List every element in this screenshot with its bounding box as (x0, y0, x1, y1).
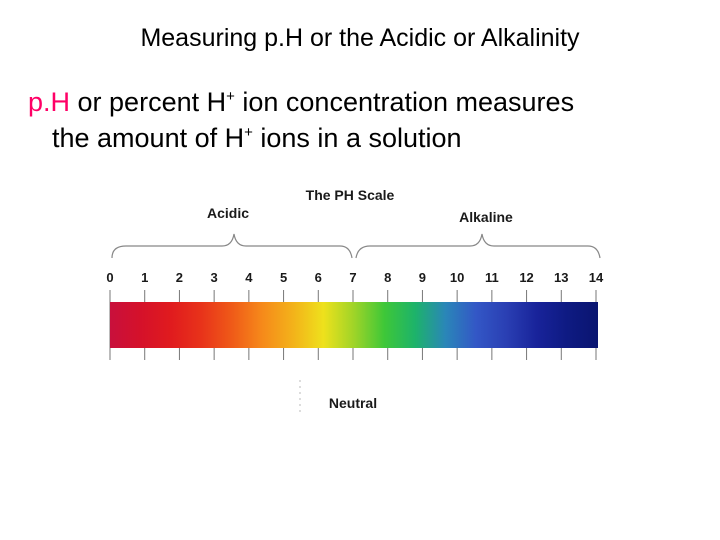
h-plus-superscript: + (226, 88, 235, 105)
tick-label-2: 2 (176, 270, 183, 285)
body-line-2: the amount of H+ ions in a solution (28, 120, 688, 156)
tick-label-8: 8 (384, 270, 391, 285)
slide-title: Measuring p.H or the Acidic or Alkalinit… (140, 24, 580, 52)
ph-color-bar (110, 302, 598, 348)
tick-label-5: 5 (280, 270, 287, 285)
tick-label-9: 9 (419, 270, 426, 285)
alkaline-label: Alkaline (459, 209, 513, 225)
tick-label-6: 6 (315, 270, 322, 285)
acidic-bracket (111, 233, 353, 259)
tick-label-7: 7 (349, 270, 356, 285)
tick-label-1: 1 (141, 270, 148, 285)
ph-highlight: p.H (28, 87, 71, 117)
tick-label-14: 14 (589, 270, 604, 285)
neutral-label: Neutral (329, 395, 377, 411)
alkaline-bracket (355, 233, 601, 259)
body-line-2-rest: ions in a solution (252, 123, 462, 153)
body-line-1: p.H or percent H+ ion concentration meas… (28, 84, 688, 120)
tick-label-4: 4 (245, 270, 253, 285)
ph-scale-title: The PH Scale (306, 187, 395, 203)
tick-labels: 0 1 2 3 4 5 6 7 8 9 10 11 12 13 14 (106, 270, 604, 285)
tick-label-11: 11 (485, 270, 499, 285)
h-plus-superscript-2: + (244, 124, 253, 141)
acidic-label: Acidic (207, 205, 249, 221)
tick-label-13: 13 (554, 270, 568, 285)
body-line-1-rest: ion concentration measures (234, 87, 575, 117)
tick-label-3: 3 (211, 270, 218, 285)
body-line-2-text: the amount of H (52, 123, 245, 153)
body-line-1-text: or percent H (70, 87, 227, 117)
slide-body: p.H or percent H+ ion concentration meas… (28, 84, 688, 156)
tick-label-12: 12 (519, 270, 533, 285)
tick-label-10: 10 (450, 270, 464, 285)
tick-label-0: 0 (106, 270, 113, 285)
